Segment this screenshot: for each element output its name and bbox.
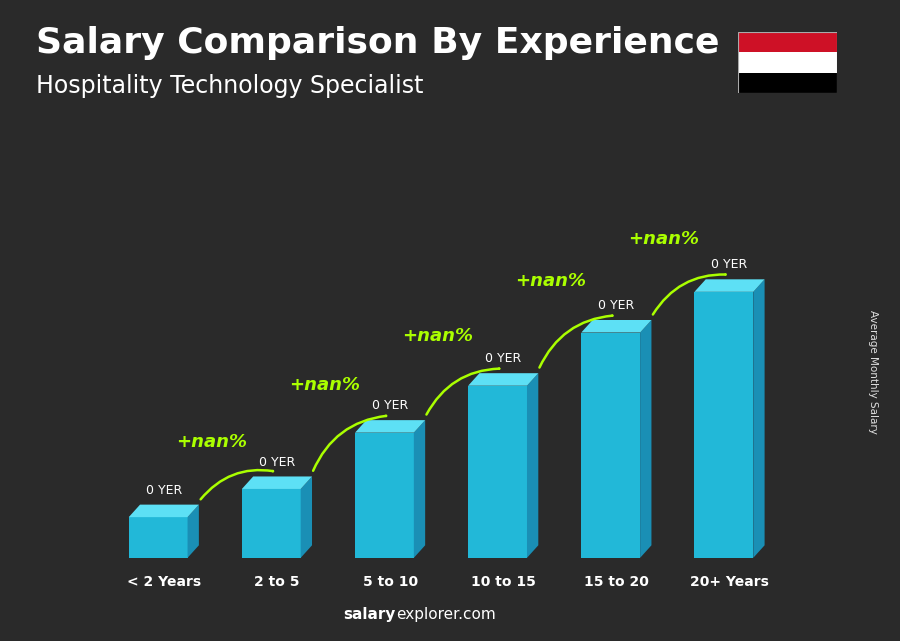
Bar bbox=[468, 386, 527, 558]
Text: 0 YER: 0 YER bbox=[485, 353, 521, 365]
Bar bbox=[355, 433, 414, 558]
FancyArrowPatch shape bbox=[313, 416, 386, 470]
Bar bbox=[581, 333, 640, 558]
Bar bbox=[738, 32, 837, 53]
Polygon shape bbox=[242, 476, 312, 489]
Text: Hospitality Technology Specialist: Hospitality Technology Specialist bbox=[36, 74, 424, 97]
Polygon shape bbox=[355, 420, 425, 433]
FancyArrowPatch shape bbox=[427, 369, 500, 415]
Text: +nan%: +nan% bbox=[176, 433, 247, 451]
Polygon shape bbox=[468, 373, 538, 386]
Text: 10 to 15: 10 to 15 bbox=[471, 575, 536, 589]
Polygon shape bbox=[753, 279, 765, 558]
Text: 20+ Years: 20+ Years bbox=[690, 575, 769, 589]
FancyArrowPatch shape bbox=[652, 274, 725, 315]
Text: 0 YER: 0 YER bbox=[598, 299, 634, 312]
Text: 0 YER: 0 YER bbox=[146, 484, 182, 497]
Polygon shape bbox=[301, 476, 312, 558]
Polygon shape bbox=[414, 420, 425, 558]
Text: +nan%: +nan% bbox=[402, 327, 473, 345]
Bar bbox=[242, 489, 301, 558]
Text: +nan%: +nan% bbox=[515, 272, 586, 290]
Polygon shape bbox=[527, 373, 538, 558]
Text: explorer.com: explorer.com bbox=[396, 607, 496, 622]
Bar bbox=[738, 53, 837, 72]
Text: < 2 Years: < 2 Years bbox=[127, 575, 201, 589]
Polygon shape bbox=[640, 320, 652, 558]
Bar bbox=[129, 517, 187, 558]
Text: +nan%: +nan% bbox=[628, 230, 699, 248]
Text: 2 to 5: 2 to 5 bbox=[254, 575, 300, 589]
Bar bbox=[695, 292, 753, 558]
Text: 5 to 10: 5 to 10 bbox=[363, 575, 418, 589]
Text: 0 YER: 0 YER bbox=[711, 258, 748, 272]
Polygon shape bbox=[129, 504, 199, 517]
Text: Average Monthly Salary: Average Monthly Salary bbox=[868, 310, 878, 434]
Bar bbox=[738, 72, 837, 93]
FancyArrowPatch shape bbox=[201, 470, 273, 499]
Text: +nan%: +nan% bbox=[289, 376, 360, 394]
Polygon shape bbox=[695, 279, 765, 292]
Polygon shape bbox=[581, 320, 652, 333]
Text: Salary Comparison By Experience: Salary Comparison By Experience bbox=[36, 26, 719, 60]
FancyArrowPatch shape bbox=[539, 315, 612, 367]
Text: 0 YER: 0 YER bbox=[372, 399, 409, 412]
Text: salary: salary bbox=[344, 607, 396, 622]
Text: 0 YER: 0 YER bbox=[259, 456, 295, 469]
Polygon shape bbox=[187, 504, 199, 558]
Text: 15 to 20: 15 to 20 bbox=[584, 575, 649, 589]
